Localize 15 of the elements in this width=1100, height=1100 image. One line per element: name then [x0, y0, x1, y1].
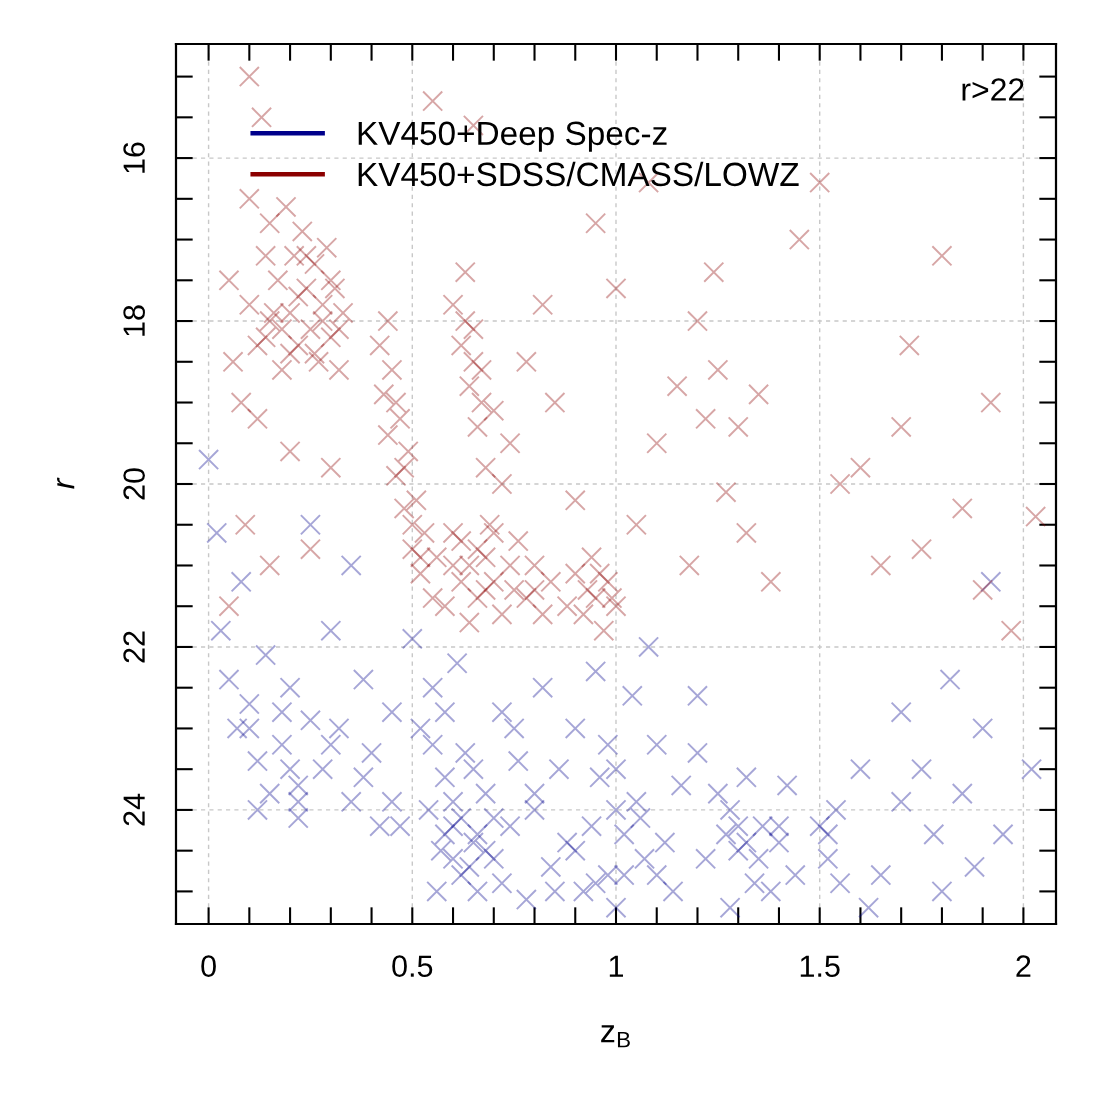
- y-tick-label: 22: [123, 631, 145, 663]
- y-tick-label: 24: [123, 793, 145, 826]
- y-tick-label: 20: [123, 468, 145, 500]
- legend-label: KV450+SDSS/CMASS/LOWZ: [358, 161, 799, 187]
- x-tick-label: 2: [1016, 955, 1031, 977]
- x-tick-label: 0.5: [392, 955, 433, 977]
- x-tick-label: 0: [201, 955, 216, 977]
- y-tick-label: 18: [123, 305, 145, 336]
- x-axis-title: z$_{B}$: [601, 1025, 630, 1048]
- y-tick-label: 16: [123, 142, 145, 173]
- x-tick-label: 1.5: [800, 955, 840, 977]
- y-axis-title: r: [57, 477, 75, 489]
- annotation: r>22: [962, 78, 1024, 101]
- legend-label: KV450+Deep Spec-z: [358, 121, 667, 152]
- x-tick-label: 1: [609, 955, 624, 977]
